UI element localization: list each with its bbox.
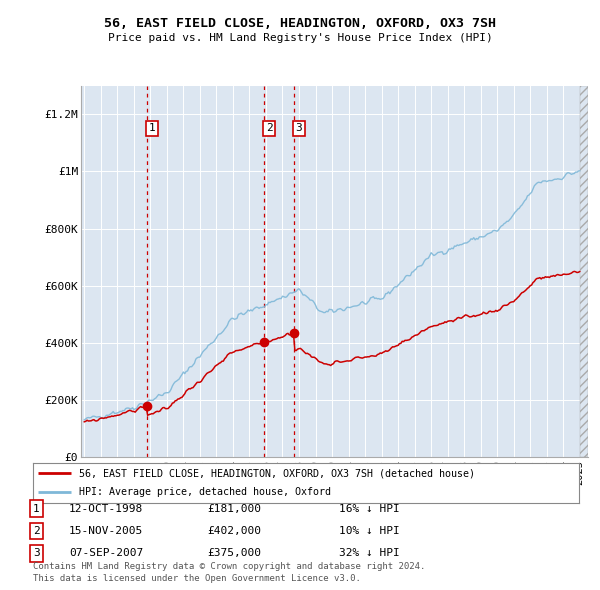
- Text: £402,000: £402,000: [207, 526, 261, 536]
- Text: 10% ↓ HPI: 10% ↓ HPI: [339, 526, 400, 536]
- Text: £375,000: £375,000: [207, 549, 261, 558]
- Text: 07-SEP-2007: 07-SEP-2007: [69, 549, 143, 558]
- Text: 56, EAST FIELD CLOSE, HEADINGTON, OXFORD, OX3 7SH (detached house): 56, EAST FIELD CLOSE, HEADINGTON, OXFORD…: [79, 468, 475, 478]
- Text: Contains HM Land Registry data © Crown copyright and database right 2024.
This d: Contains HM Land Registry data © Crown c…: [33, 562, 425, 583]
- Text: 32% ↓ HPI: 32% ↓ HPI: [339, 549, 400, 558]
- Text: 16% ↓ HPI: 16% ↓ HPI: [339, 504, 400, 513]
- Text: 2: 2: [266, 123, 272, 133]
- Text: 56, EAST FIELD CLOSE, HEADINGTON, OXFORD, OX3 7SH: 56, EAST FIELD CLOSE, HEADINGTON, OXFORD…: [104, 17, 496, 30]
- Text: £181,000: £181,000: [207, 504, 261, 513]
- Text: HPI: Average price, detached house, Oxford: HPI: Average price, detached house, Oxfo…: [79, 487, 331, 497]
- Text: 2: 2: [33, 526, 40, 536]
- Text: 15-NOV-2005: 15-NOV-2005: [69, 526, 143, 536]
- Text: Price paid vs. HM Land Registry's House Price Index (HPI): Price paid vs. HM Land Registry's House …: [107, 33, 493, 43]
- Text: 1: 1: [33, 504, 40, 513]
- Text: 1: 1: [149, 123, 155, 133]
- Text: 3: 3: [33, 549, 40, 558]
- Text: 3: 3: [295, 123, 302, 133]
- Text: 12-OCT-1998: 12-OCT-1998: [69, 504, 143, 513]
